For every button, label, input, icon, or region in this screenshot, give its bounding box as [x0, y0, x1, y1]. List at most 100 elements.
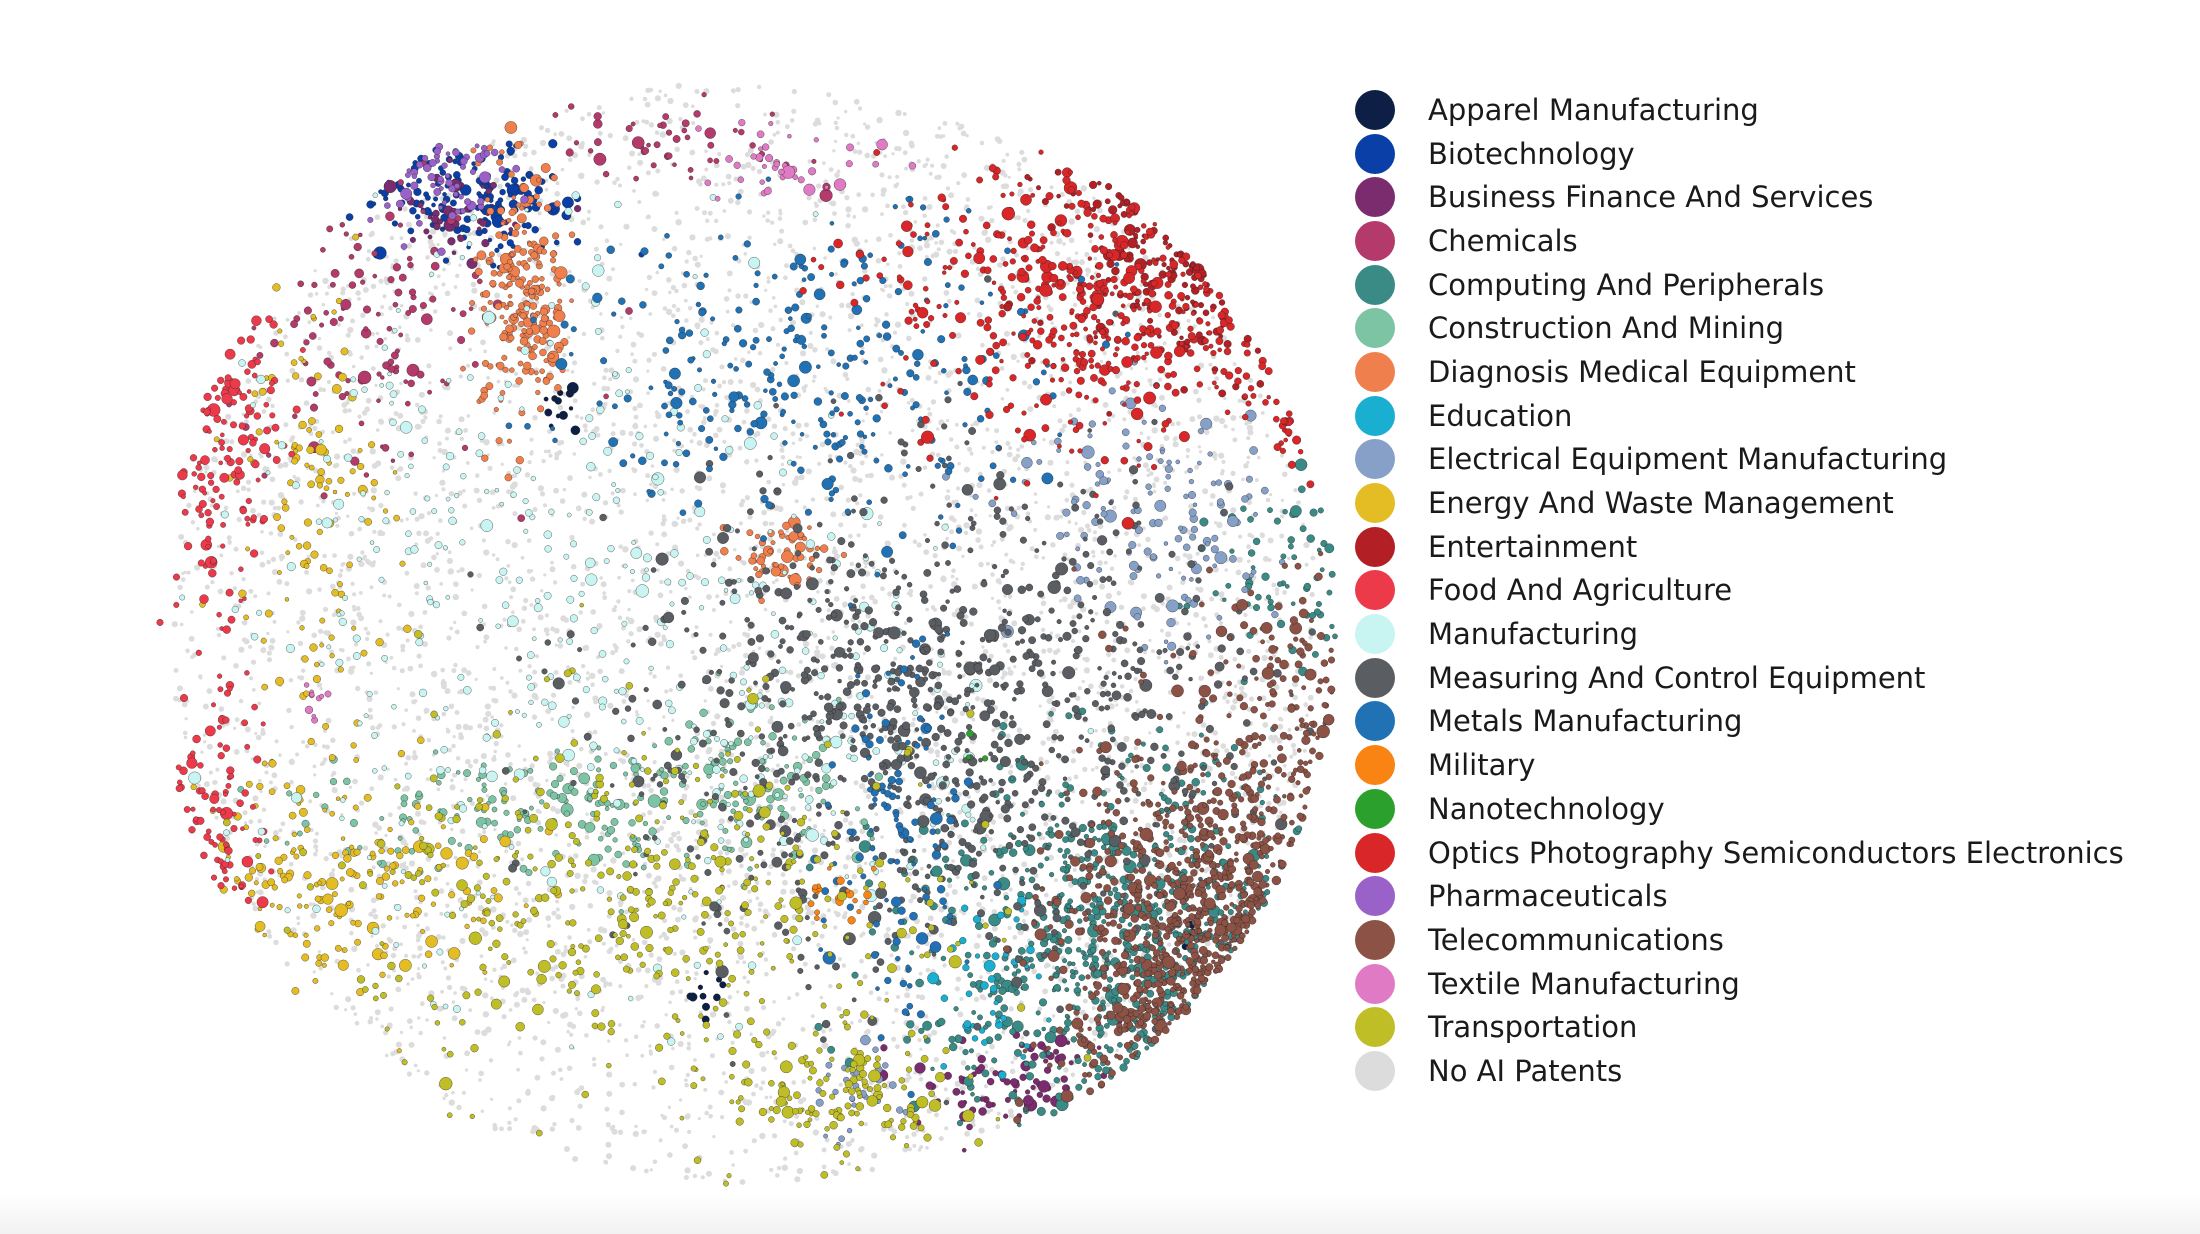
point — [252, 795, 259, 802]
point — [660, 366, 667, 372]
point — [900, 458, 907, 465]
point — [540, 1039, 547, 1046]
point — [763, 607, 768, 612]
point — [635, 967, 642, 973]
point — [1093, 1038, 1097, 1042]
point — [902, 150, 908, 156]
point — [493, 828, 497, 832]
point — [661, 517, 667, 523]
point — [880, 586, 885, 592]
point — [226, 535, 232, 541]
point — [971, 583, 978, 590]
point — [347, 326, 354, 334]
point — [798, 659, 803, 664]
point — [847, 675, 854, 681]
point — [977, 1054, 986, 1064]
point — [919, 1145, 924, 1150]
point — [424, 926, 430, 932]
point — [853, 780, 859, 786]
point — [1037, 862, 1044, 869]
point — [783, 821, 789, 826]
point — [850, 133, 856, 139]
point — [984, 1050, 989, 1054]
point — [509, 483, 517, 490]
point — [772, 1133, 778, 1139]
point — [1066, 776, 1072, 782]
point — [256, 512, 262, 518]
point — [459, 828, 466, 834]
point — [644, 101, 651, 108]
point — [450, 827, 454, 832]
point — [1153, 476, 1160, 483]
point — [319, 687, 323, 691]
point — [497, 243, 504, 250]
point — [481, 538, 486, 543]
point — [673, 843, 678, 848]
point — [812, 217, 818, 223]
point — [216, 632, 222, 638]
point — [394, 348, 400, 354]
point — [1222, 530, 1227, 536]
point — [468, 1008, 473, 1013]
point — [1082, 766, 1088, 773]
point — [480, 339, 486, 346]
point — [693, 915, 699, 921]
point — [712, 532, 716, 537]
point — [1148, 780, 1153, 786]
point — [681, 282, 688, 289]
point — [600, 335, 605, 341]
point — [689, 234, 696, 241]
point — [246, 487, 251, 492]
point — [686, 1034, 692, 1039]
point — [424, 710, 428, 714]
point — [441, 683, 447, 690]
point — [798, 869, 803, 873]
point — [683, 1175, 689, 1180]
point — [777, 238, 784, 245]
point — [671, 313, 676, 319]
point — [998, 606, 1002, 610]
point — [890, 355, 894, 359]
point — [756, 84, 762, 90]
point — [603, 393, 609, 400]
point — [976, 933, 982, 939]
point — [806, 195, 812, 201]
point — [654, 632, 658, 636]
point — [433, 285, 438, 290]
point — [667, 97, 674, 105]
point — [602, 595, 608, 601]
point — [524, 472, 531, 478]
point — [1115, 703, 1119, 707]
point — [385, 632, 390, 637]
point — [880, 1044, 888, 1052]
point — [568, 1032, 574, 1038]
point — [879, 172, 885, 178]
point — [418, 624, 423, 630]
point — [407, 227, 415, 235]
point — [895, 174, 900, 179]
point — [808, 818, 812, 822]
point — [895, 109, 902, 117]
point — [268, 531, 274, 536]
point — [510, 586, 517, 593]
point — [919, 994, 926, 1001]
point — [721, 380, 727, 385]
point — [704, 167, 709, 172]
point — [388, 305, 393, 311]
point — [345, 996, 352, 1003]
point — [720, 1115, 725, 1120]
point — [692, 655, 698, 661]
point — [186, 502, 192, 509]
point — [989, 898, 994, 902]
point — [413, 491, 418, 496]
point — [804, 434, 810, 439]
point — [618, 544, 623, 549]
point — [296, 921, 301, 926]
point — [351, 945, 358, 953]
point — [526, 916, 533, 923]
point — [1137, 543, 1142, 548]
point — [333, 1004, 339, 1011]
point — [273, 939, 279, 946]
point — [420, 313, 433, 326]
point — [1237, 398, 1242, 403]
